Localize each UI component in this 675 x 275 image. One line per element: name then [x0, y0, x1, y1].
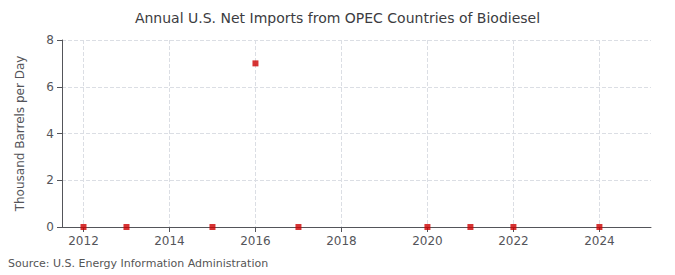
svg-text:2014: 2014 — [154, 234, 185, 248]
svg-text:0: 0 — [46, 220, 54, 234]
svg-text:2022: 2022 — [498, 234, 529, 248]
svg-text:2020: 2020 — [412, 234, 443, 248]
svg-text:2012: 2012 — [68, 234, 99, 248]
svg-text:2: 2 — [46, 173, 54, 187]
svg-text:6: 6 — [46, 80, 54, 94]
svg-text:4: 4 — [46, 127, 54, 141]
svg-text:2018: 2018 — [326, 234, 357, 248]
svg-text:Thousand Barrels per Day: Thousand Barrels per Day — [13, 56, 27, 213]
svg-text:2016: 2016 — [240, 234, 271, 248]
svg-text:Annual U.S. Net Imports from O: Annual U.S. Net Imports from OPEC Countr… — [135, 10, 540, 26]
svg-text:8: 8 — [46, 33, 54, 47]
svg-text:2024: 2024 — [584, 234, 615, 248]
svg-text:Source: U.S. Energy Informatio: Source: U.S. Energy Information Administ… — [8, 257, 268, 270]
